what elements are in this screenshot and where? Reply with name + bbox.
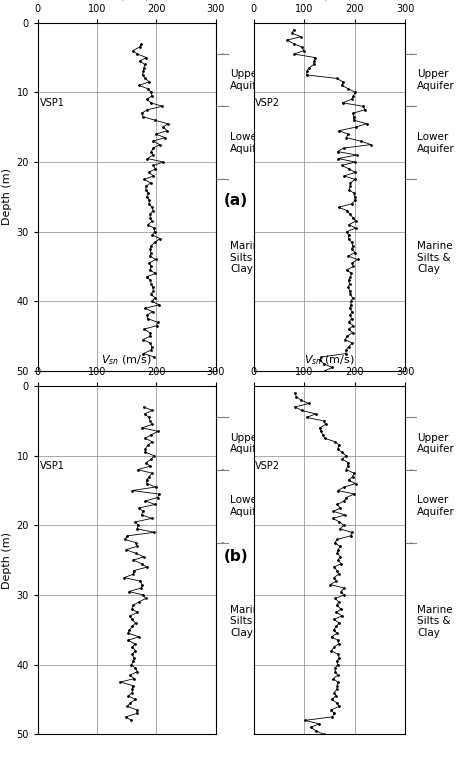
Text: Lower
Aquifer: Lower Aquifer xyxy=(418,495,455,517)
Text: Upper
Aquifer: Upper Aquifer xyxy=(418,70,455,91)
Text: Lower
Aquifer: Lower Aquifer xyxy=(418,132,455,154)
Text: (a): (a) xyxy=(224,193,247,208)
X-axis label: $V_s$ (m/s): $V_s$ (m/s) xyxy=(104,0,150,3)
X-axis label: $V_{sn}$ (m/s): $V_{sn}$ (m/s) xyxy=(304,353,355,366)
Y-axis label: Depth (m): Depth (m) xyxy=(2,531,12,589)
X-axis label: $V_s$ (m/s): $V_s$ (m/s) xyxy=(307,0,352,3)
Text: Lower
Aquifer: Lower Aquifer xyxy=(230,132,268,154)
Text: Upper
Aquifer: Upper Aquifer xyxy=(418,433,455,454)
Text: Upper
Aquifer: Upper Aquifer xyxy=(230,70,268,91)
Text: (b): (b) xyxy=(223,549,248,564)
Text: Upper
Aquifer: Upper Aquifer xyxy=(230,433,268,454)
Text: VSP2: VSP2 xyxy=(255,98,280,107)
Text: Lower
Aquifer: Lower Aquifer xyxy=(230,495,268,517)
Text: Marine
Silts &
Clay: Marine Silts & Clay xyxy=(230,605,265,637)
Y-axis label: Depth (m): Depth (m) xyxy=(2,168,12,226)
Text: VSP2: VSP2 xyxy=(255,461,280,471)
Text: Marine
Silts &
Clay: Marine Silts & Clay xyxy=(230,241,265,274)
X-axis label: $V_{sn}$ (m/s): $V_{sn}$ (m/s) xyxy=(101,353,152,366)
Text: VSP1: VSP1 xyxy=(40,98,64,107)
Text: VSP1: VSP1 xyxy=(40,461,64,471)
Text: Marine
Silts &
Clay: Marine Silts & Clay xyxy=(418,241,453,274)
Text: Marine
Silts &
Clay: Marine Silts & Clay xyxy=(418,605,453,637)
